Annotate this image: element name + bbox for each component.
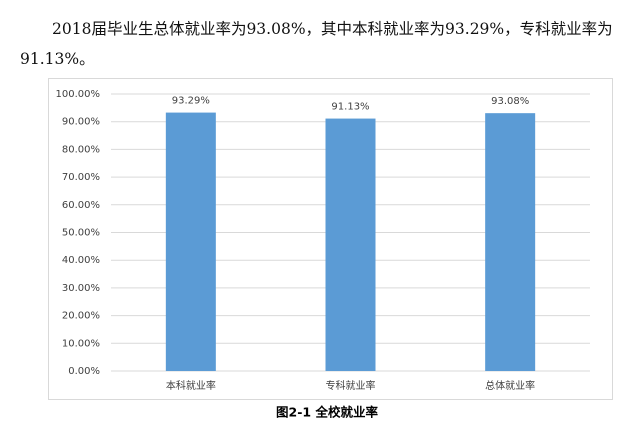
y-tick-label: 80.00% (62, 144, 100, 155)
value-label: 93.29% (172, 96, 210, 107)
y-tick-label: 90.00% (62, 117, 100, 128)
x-tick-label: 总体就业率 (485, 379, 535, 392)
value-label: 93.08% (491, 96, 529, 107)
y-tick-label: 30.00% (62, 283, 100, 294)
x-tick-label: 专科就业率 (326, 379, 376, 392)
bar (325, 118, 376, 371)
y-tick-label: 70.00% (62, 172, 100, 183)
bar (485, 113, 536, 372)
y-tick-label: 50.00% (62, 228, 100, 239)
bar (165, 112, 216, 371)
y-tick-label: 20.00% (62, 311, 100, 322)
value-label: 91.13% (331, 102, 369, 113)
y-tick-label: 0.00% (68, 366, 100, 377)
y-tick-label: 60.00% (62, 200, 100, 211)
paragraph: 2018届毕业生总体就业率为93.08%，其中本科就业率为93.29%，专科就业… (20, 20, 613, 68)
y-tick-label: 40.00% (62, 255, 100, 266)
x-tick-label: 本科就业率 (166, 379, 216, 392)
y-tick-label: 100.00% (56, 89, 101, 100)
figure-caption: 图2-1 全校就业率 (276, 405, 378, 420)
y-tick-label: 10.00% (62, 338, 100, 349)
chart-frame (48, 78, 613, 400)
